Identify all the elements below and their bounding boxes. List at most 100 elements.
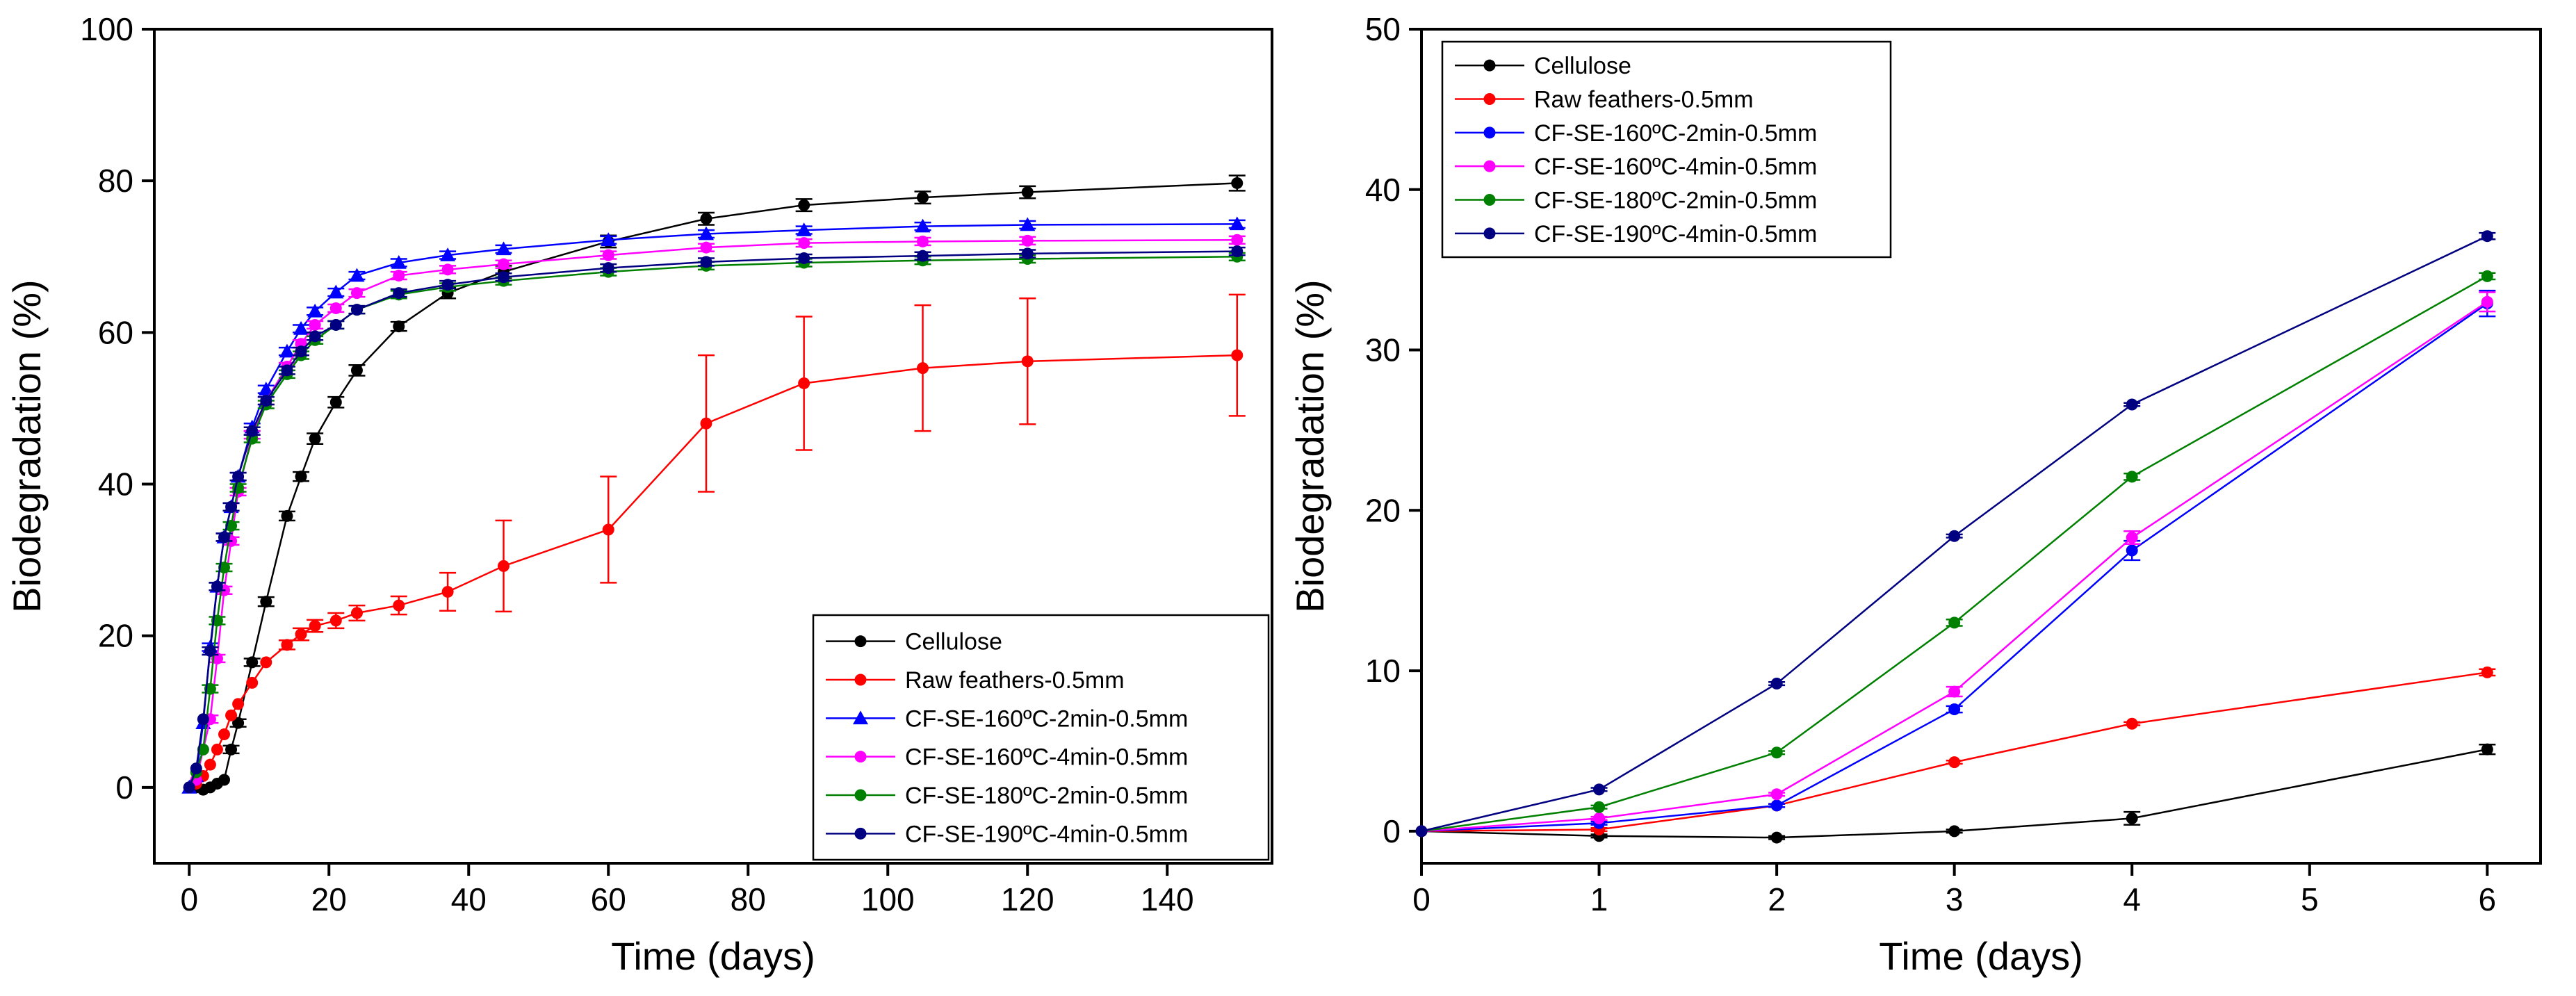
chart-0-data-point xyxy=(700,256,712,268)
chart-1-x-axis-title: Time (days) xyxy=(1879,934,2083,978)
chart-1-legend-item: CF-SE-190ºC-4min-0.5mm xyxy=(1455,221,1817,247)
chart-0-data-point xyxy=(190,762,202,775)
chart-0-y-tick-label: 0 xyxy=(115,769,133,806)
chart-0-legend-marker xyxy=(854,673,867,686)
chart-0-data-point xyxy=(295,345,307,358)
chart-0-data-point xyxy=(393,599,405,612)
chart-1-data-point xyxy=(2481,230,2493,243)
chart-0-data-point xyxy=(796,222,812,236)
chart-0-data-point xyxy=(393,270,405,282)
chart-0-legend-label: CF-SE-160ºC-4min-0.5mm xyxy=(905,744,1188,771)
chart-0-data-point xyxy=(246,676,259,689)
chart-1-series-line xyxy=(1421,302,2488,833)
chart-0-data-point xyxy=(258,382,274,395)
chart-1-series-line xyxy=(1421,748,2488,839)
chart-1-x-tick-label: 6 xyxy=(2479,881,2497,917)
chart-0-x-tick-label: 20 xyxy=(311,881,347,917)
chart-0-data-point xyxy=(279,343,295,358)
chart-0-data-point xyxy=(260,395,272,407)
chart-1-data-point xyxy=(1948,617,1961,629)
chart-1-data-point xyxy=(2126,544,2138,557)
chart-1-data-point xyxy=(2126,471,2138,483)
chart-0-data-point xyxy=(350,287,363,300)
chart-0-data-point xyxy=(225,743,238,756)
chart-0-data-point xyxy=(309,330,321,343)
chart-1-data-point xyxy=(1948,703,1961,715)
chart-0-data-point xyxy=(798,377,810,389)
chart-0-data-point xyxy=(917,250,929,262)
chart-1-x-tick-label: 5 xyxy=(2301,881,2319,917)
chart-0-series-5 xyxy=(183,245,1246,794)
chart-0-data-point xyxy=(602,249,614,261)
chart-1-x-tick-label: 4 xyxy=(2123,881,2141,917)
chart-0-data-point xyxy=(393,320,405,333)
chart-0-legend-item: Raw feathers-0.5mm xyxy=(826,667,1125,694)
chart-0-data-point xyxy=(309,318,321,331)
chart-1-data-point xyxy=(1948,825,1961,838)
chart-1-legend-label: Cellulose xyxy=(1534,53,1631,79)
chart-1-series-2 xyxy=(1415,289,2496,838)
chart-0-data-point xyxy=(204,645,216,658)
chart-0-y-tick-label: 40 xyxy=(98,466,133,503)
chart-1-data-point xyxy=(1593,783,1606,796)
chart-0-data-point xyxy=(602,262,614,275)
chart-0-data-point xyxy=(232,717,245,729)
chart-0-data-point xyxy=(329,614,342,627)
chart-0-y-axis-title: Biodegradation (%) xyxy=(5,279,49,612)
chart-0-data-point xyxy=(329,396,342,409)
chart-0-data-point xyxy=(211,743,223,756)
chart-0-data-point xyxy=(211,580,223,593)
chart-1-data-point xyxy=(1770,746,1783,759)
chart-0-y-tick-label: 60 xyxy=(98,314,133,350)
chart-0-series-line xyxy=(188,239,1237,788)
chart-right: 0 1 2 3 4 5 6 0 10 20 30 40 50 Time (days) Biodegradat… xyxy=(1288,11,2542,978)
chart-0-legend-marker xyxy=(853,710,868,725)
chart-0-data-point xyxy=(602,523,614,536)
chart-0-data-point xyxy=(1229,216,1245,231)
chart-0-data-point xyxy=(350,304,363,316)
chart-0-data-point xyxy=(281,639,293,651)
chart-0-legend-label: CF-SE-180ºC-2min-0.5mm xyxy=(905,783,1188,809)
chart-1-data-point xyxy=(2481,270,2493,282)
chart-0-data-point xyxy=(329,302,342,314)
chart-0-data-point xyxy=(260,596,272,608)
chart-1-data-point xyxy=(2126,812,2138,824)
chart-0-data-point xyxy=(498,271,510,284)
chart-0-x-tick-label: 40 xyxy=(451,881,487,917)
chart-0-x-tick-label: 80 xyxy=(731,881,766,917)
chart-0-data-point xyxy=(281,364,293,377)
chart-1-data-point xyxy=(1415,825,1428,838)
chart-0-data-point xyxy=(393,287,405,300)
chart-0-data-point xyxy=(1231,177,1244,189)
chart-0-legend-box xyxy=(812,614,1270,861)
chart-1-data-point xyxy=(1948,530,1961,542)
chart-0-data-point xyxy=(260,656,272,669)
chart-0-data-point xyxy=(391,255,407,269)
chart-1-legend-marker xyxy=(1483,126,1496,139)
chart-0-data-point xyxy=(218,531,230,544)
chart-1-data-point xyxy=(2126,532,2138,544)
chart-1-series-line xyxy=(1421,671,2488,833)
chart-0-data-point xyxy=(349,268,365,282)
chart-0-data-point xyxy=(1231,245,1244,258)
chart-0-data-point xyxy=(225,709,238,721)
chart-0-data-point xyxy=(307,303,323,318)
chart-0-x-tick-label: 140 xyxy=(1141,881,1194,917)
chart-0-data-point xyxy=(218,562,230,574)
chart-0-series-1 xyxy=(183,293,1246,794)
chart-1-legend-marker xyxy=(1483,59,1496,72)
chart-0-data-point xyxy=(1231,349,1244,361)
chart-1-series-line xyxy=(1421,275,2488,833)
chart-0-legend: Cellulose Raw feathers-0.5mm CF-SE-160ºC-2… xyxy=(812,614,1270,861)
chart-1-legend-item: CF-SE-160ºC-2min-0.5mm xyxy=(1455,120,1817,147)
chart-0-data-point xyxy=(496,241,512,256)
chart-0-data-point xyxy=(309,620,321,632)
chart-0-data-point xyxy=(295,471,307,483)
chart-1-series-line xyxy=(1421,235,2488,833)
chart-0-data-point xyxy=(1231,234,1244,246)
chart-0-legend-item: CF-SE-160ºC-2min-0.5mm xyxy=(826,705,1188,732)
chart-0-legend-label: CF-SE-160ºC-2min-0.5mm xyxy=(905,705,1188,732)
chart-1-legend-label: CF-SE-180ºC-2min-0.5mm xyxy=(1534,188,1817,214)
chart-1-y-tick-label: 30 xyxy=(1365,332,1401,368)
chart-0-data-point xyxy=(183,781,195,794)
